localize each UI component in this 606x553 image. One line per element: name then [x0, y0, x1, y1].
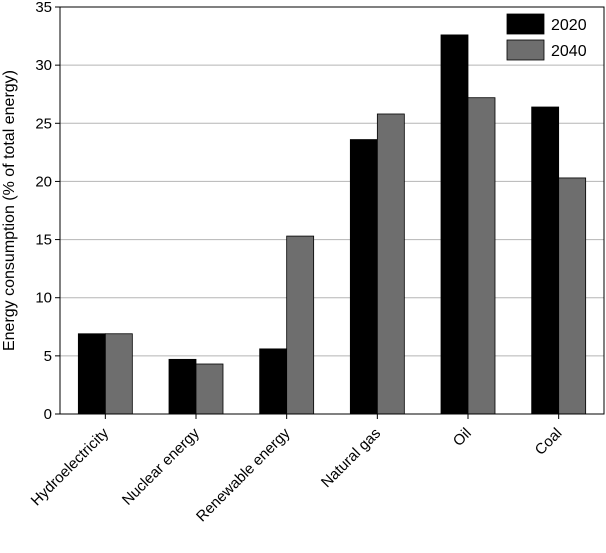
- legend-swatch-2020: [506, 13, 545, 35]
- bar-2040-nuclear-energy: [195, 363, 224, 415]
- y-axis-ticks: 0 5 10 15 20 25 30 35: [35, 0, 60, 423]
- bar-group: [77, 34, 587, 415]
- y-tick-label: 10: [35, 290, 52, 307]
- legend-swatch-2040: [506, 39, 545, 61]
- bar-2020-coal: [531, 106, 560, 415]
- bar-2040-hydroelectricity: [104, 333, 133, 415]
- x-tick-label: Hydroelectricity: [28, 424, 113, 509]
- y-tick-label: 5: [44, 348, 52, 365]
- x-tick-label: Coal: [532, 425, 566, 459]
- bar-2020-hydroelectricity: [77, 333, 106, 415]
- x-axis-ticks: Hydroelectricity Nuclear energyRenewable …: [28, 414, 566, 525]
- x-tick-label: Renewable energy: [193, 424, 294, 525]
- y-tick-label: 0: [44, 406, 52, 423]
- x-tick-label: Oil: [450, 425, 475, 450]
- y-tick-label: 30: [35, 57, 52, 74]
- legend: 2020 2040: [506, 13, 587, 61]
- grid-lines: [60, 64, 604, 357]
- y-tick-label: 15: [35, 232, 52, 249]
- legend-label-2020: 2020: [551, 17, 587, 34]
- x-tick-label: Natural gas: [318, 425, 384, 491]
- x-tick-label: Nuclear energy: [119, 424, 203, 508]
- bar-2020-renewable-energy: [259, 348, 288, 415]
- y-tick-label: 35: [35, 0, 52, 16]
- y-axis-label: Energy consumption (% of total energy): [1, 70, 18, 351]
- bar-2040-coal: [558, 177, 587, 415]
- bar-2040-oil: [467, 97, 496, 415]
- bar-2040-natural-gas: [376, 113, 405, 415]
- y-tick-label: 20: [35, 173, 52, 190]
- bar-2040-renewable-energy: [286, 235, 315, 415]
- bar-2020-natural-gas: [349, 139, 378, 415]
- y-tick-label: 25: [35, 115, 52, 132]
- bar-2020-oil: [440, 34, 469, 415]
- bar-2020-nuclear-energy: [168, 358, 197, 415]
- plot-frame: [59, 6, 605, 415]
- legend-label-2040: 2040: [551, 43, 587, 60]
